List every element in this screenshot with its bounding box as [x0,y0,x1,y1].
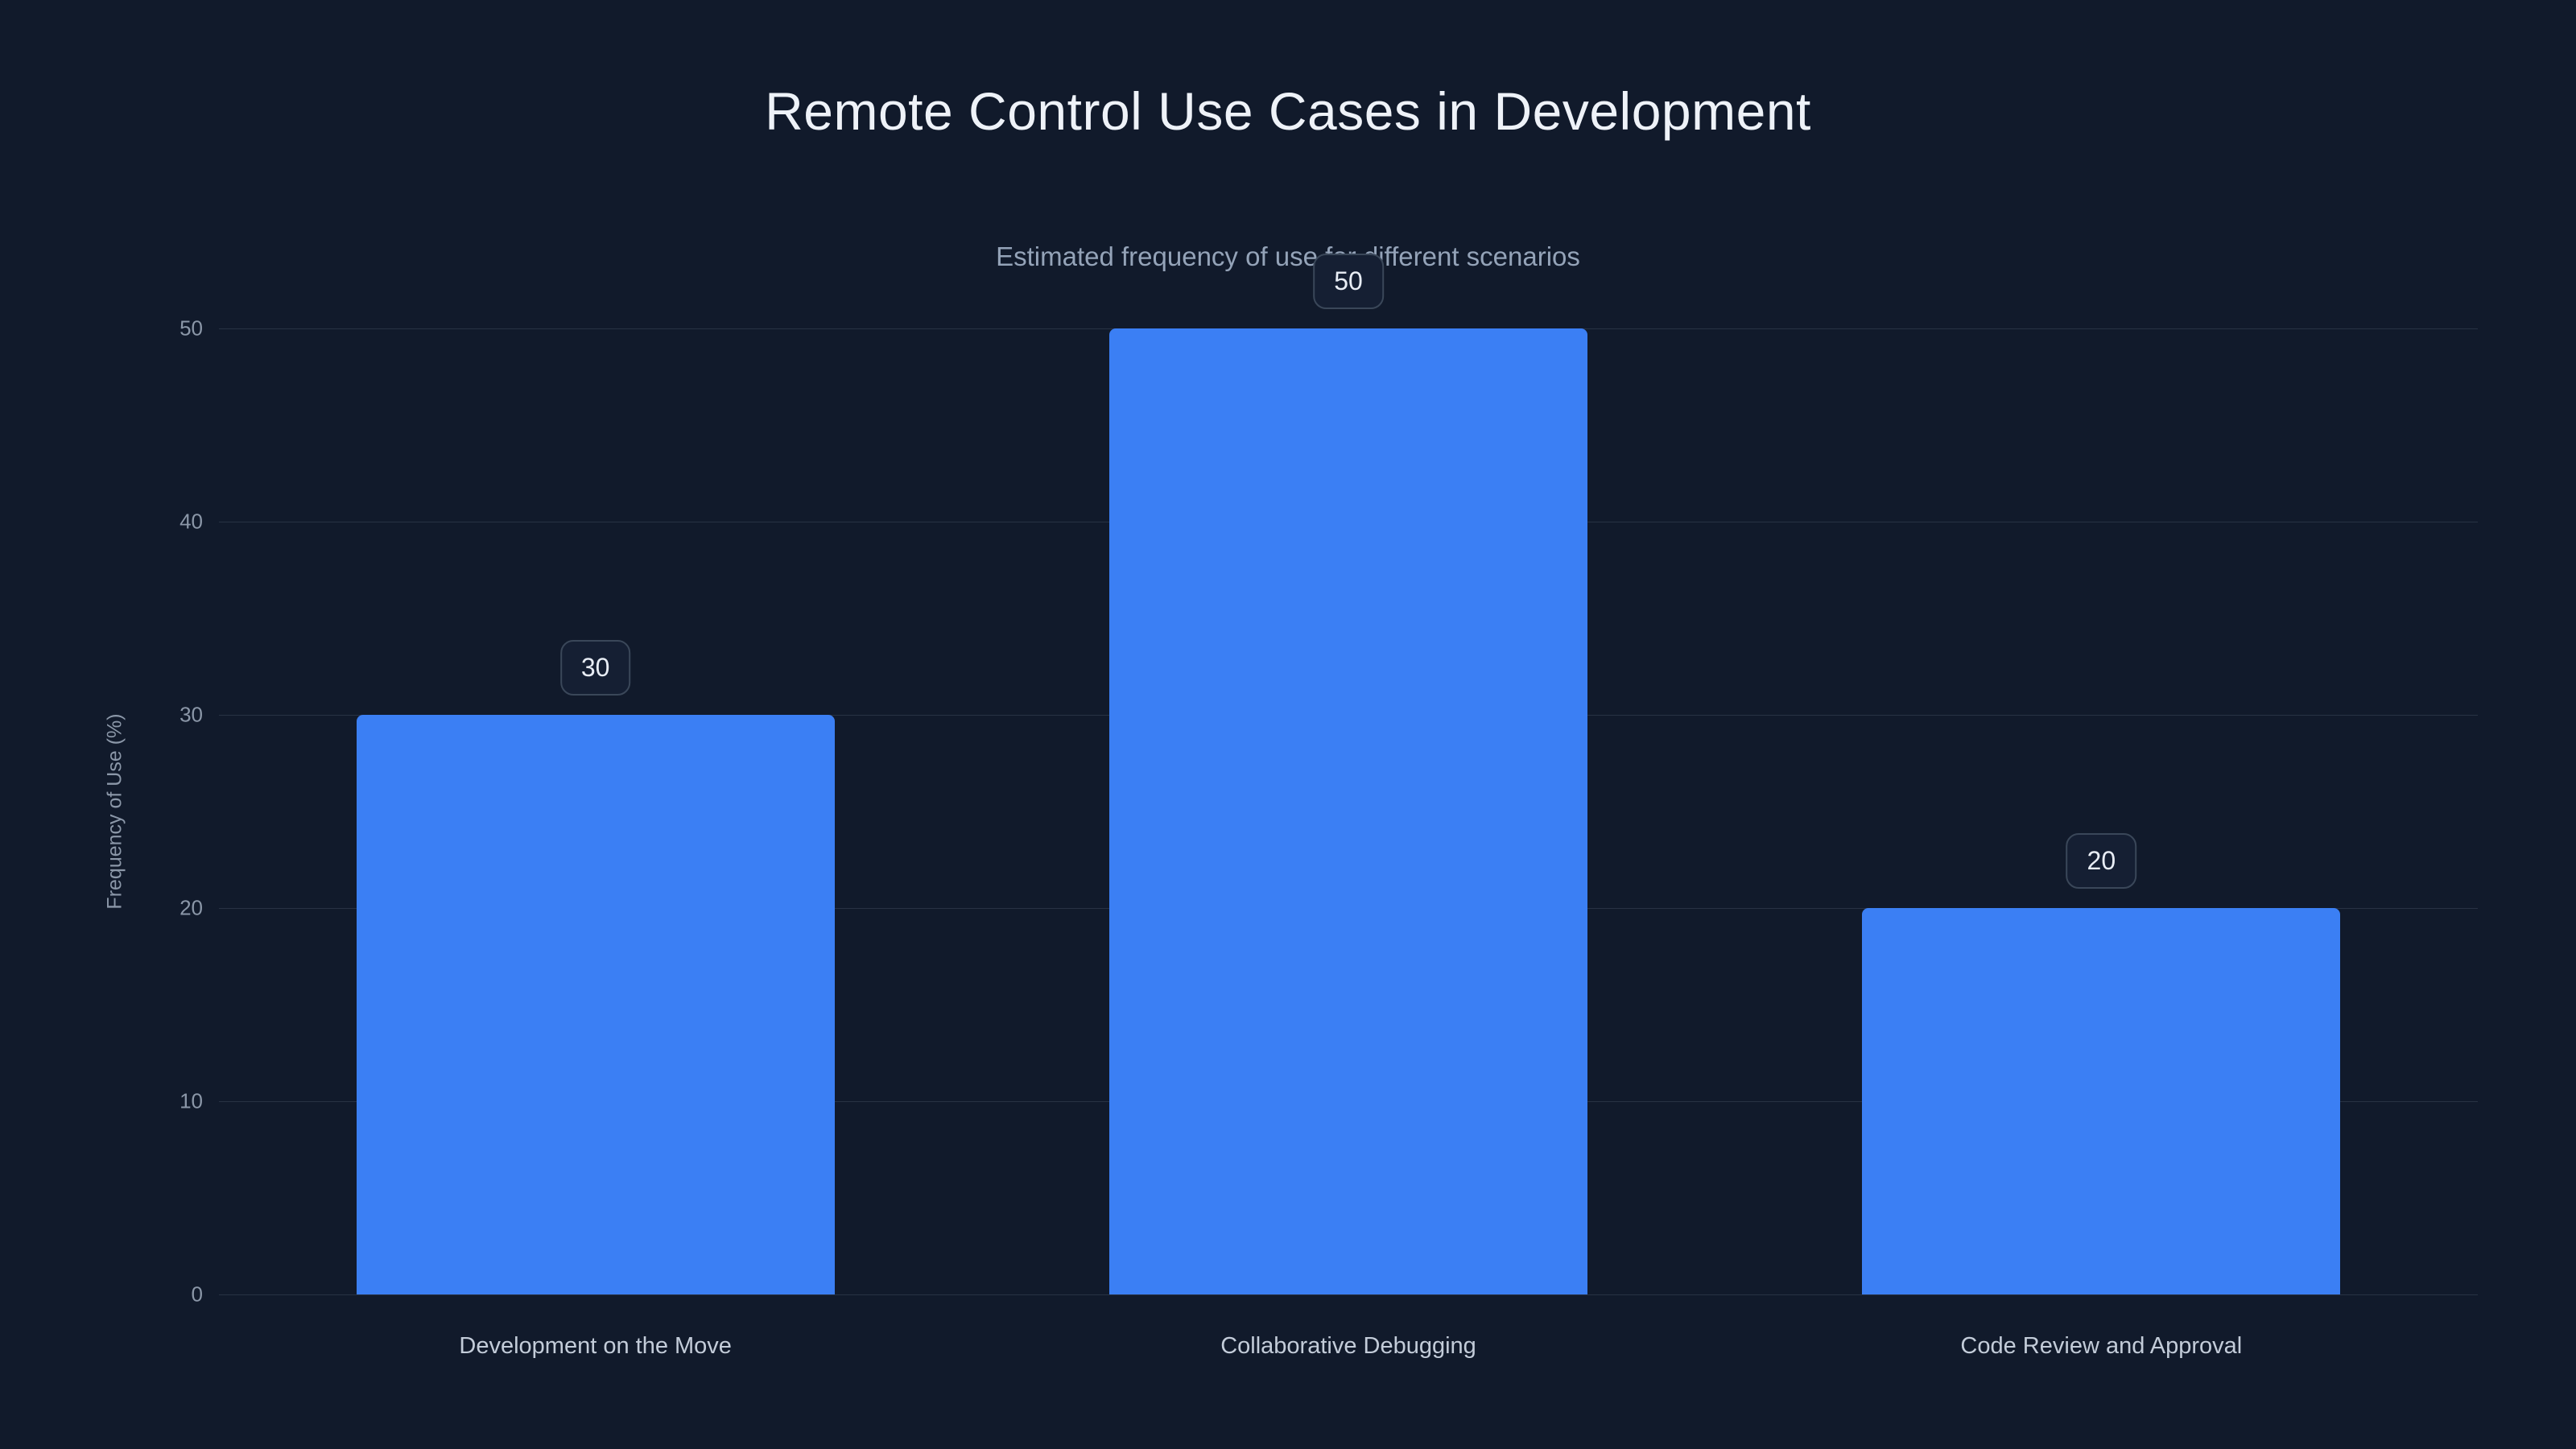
x-tick-label: Collaborative Debugging [1220,1333,1476,1359]
bar-3[interactable] [1862,908,2341,1294]
bar-group: 20 [1725,328,2478,1294]
y-tick-label: 50 [180,316,203,341]
y-tick-label: 20 [180,895,203,920]
value-badge: 50 [1313,254,1384,309]
plot-area: 0 10 20 30 40 50 Development on the Move 30 Coll… [180,254,2478,1359]
bar-1[interactable] [356,715,835,1294]
y-tick-label: 30 [180,702,203,727]
bar-group: 50 [972,254,1724,1294]
y-tick-label: 0 [191,1282,203,1307]
x-tick-label: Development on the Move [459,1333,732,1359]
chart-title: Remote Control Use Cases in Development [765,81,1811,141]
y-axis-title: Frequency of Use (%) [103,713,126,910]
value-badge: 30 [559,640,631,696]
bar-2[interactable] [1108,328,1587,1294]
chart-subtitle: Estimated frequency of use for different… [996,242,1580,271]
value-badge: 20 [2066,833,2137,889]
gridline [219,1294,2478,1295]
y-tick-label: 10 [180,1088,203,1113]
bar-group: 30 [219,328,972,1294]
x-tick-label: Code Review and Approval [1960,1333,2243,1359]
y-tick-label: 40 [180,509,203,534]
